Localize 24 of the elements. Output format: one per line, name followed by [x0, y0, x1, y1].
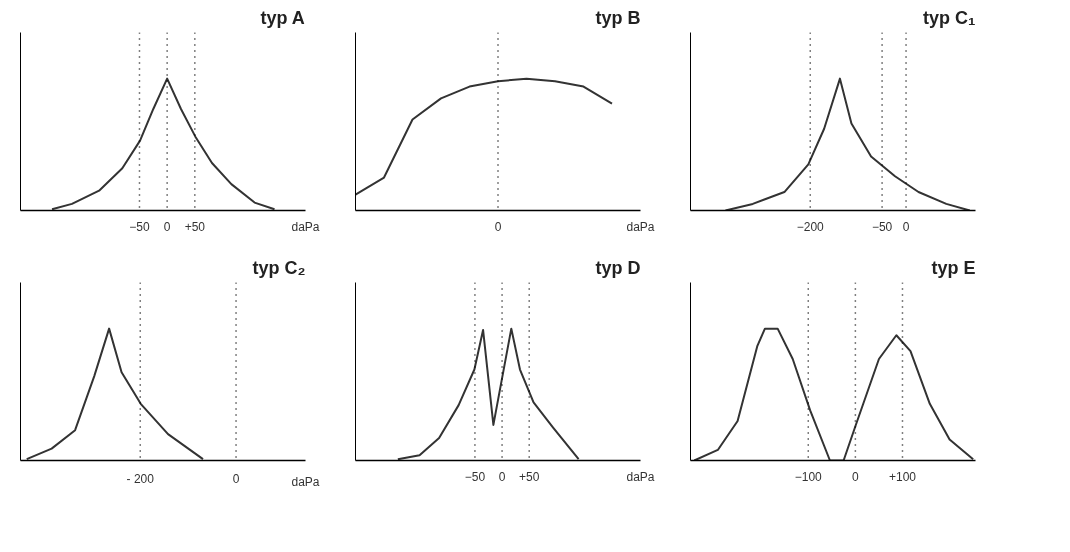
x-axis-title: daPa [291, 219, 320, 234]
x-axis-title: daPa [626, 219, 655, 234]
x-tick-label: +100 [888, 469, 917, 484]
x-tick-label: −50 [464, 469, 486, 484]
chart-title: typ A [260, 7, 305, 28]
chart-title: typ B [595, 7, 641, 28]
x-tick-label: +50 [184, 219, 206, 234]
x-tick-label: +50 [519, 469, 540, 484]
x-tick-label: 0 [163, 219, 171, 234]
x-axis-title: daPa [626, 469, 655, 484]
x-tick-label: −50 [871, 219, 893, 234]
x-tick-label: −200 [796, 219, 825, 234]
x-tick-label: 0 [852, 469, 860, 484]
x-tick-label: −100 [794, 469, 823, 484]
chart-title: typ C₂ [252, 257, 306, 278]
x-tick-label: 0 [902, 219, 910, 234]
x-axis-title: daPa [291, 474, 320, 489]
chart-title: typ D [595, 257, 641, 278]
x-tick-label: −50 [129, 219, 150, 234]
x-tick-label: 0 [232, 471, 240, 486]
x-tick-label: 0 [498, 469, 506, 484]
chart-title: typ C₁ [923, 7, 976, 28]
x-tick-label: - 200 [126, 471, 155, 486]
chart-title: typ E [931, 257, 976, 278]
